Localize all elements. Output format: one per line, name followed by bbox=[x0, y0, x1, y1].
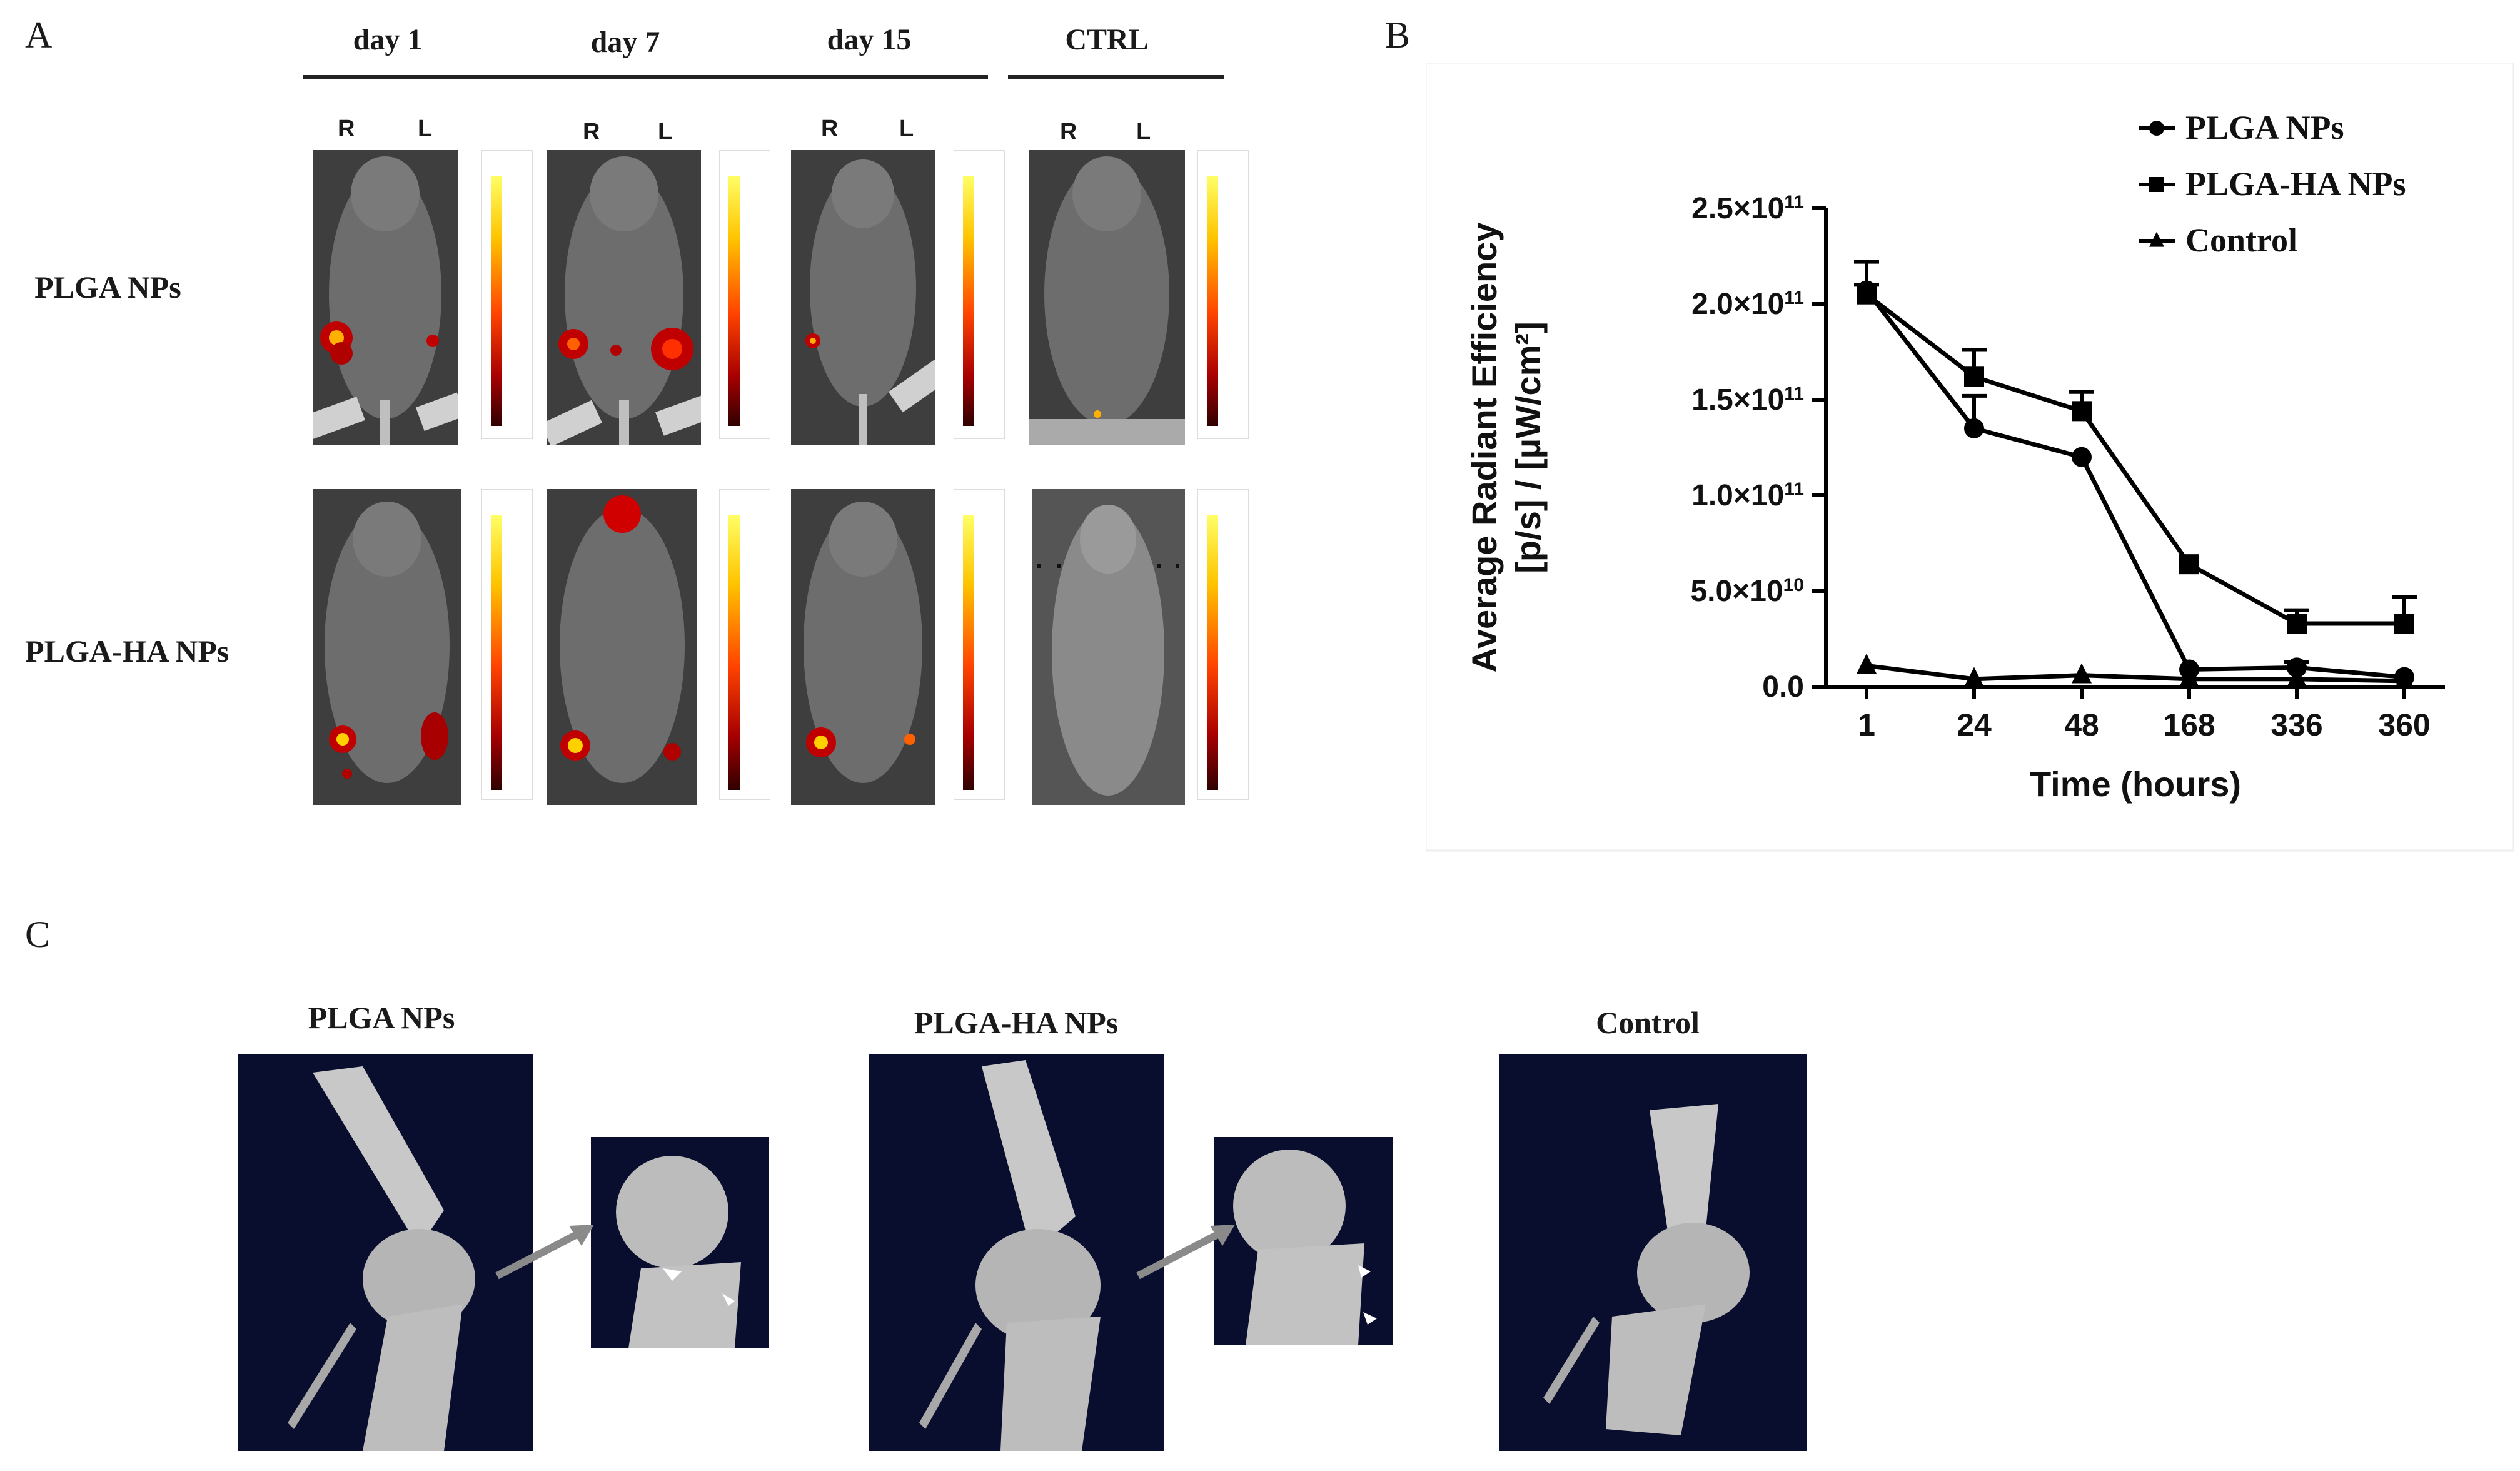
knee-bone-render bbox=[1543, 1104, 1750, 1435]
legend-marker bbox=[2149, 121, 2164, 136]
legend-label: PLGA-HA NPs bbox=[2185, 165, 2406, 203]
mouse-silhouette bbox=[1029, 150, 1185, 445]
radiant-efficiency-chart: 0.05.0×10101.0×10111.5×10112.0×10112.5×1… bbox=[1426, 63, 2514, 852]
ct-image-plga bbox=[238, 1054, 533, 1451]
data-point-marker bbox=[2394, 669, 2414, 689]
y-tick-label: 2.5×1011 bbox=[1691, 192, 1804, 226]
mouse-silhouette bbox=[791, 150, 935, 445]
y-tick-label: 0.0 bbox=[1762, 670, 1804, 704]
color-scale-bar bbox=[954, 150, 1005, 439]
side-label-l: L bbox=[899, 116, 914, 142]
mouse-silhouette bbox=[1032, 489, 1185, 805]
zoom-arrow-icon bbox=[1136, 1225, 1235, 1280]
series-line bbox=[1866, 663, 2405, 684]
x-tick-label: 1 bbox=[1858, 707, 1875, 742]
side-label-r: R bbox=[1060, 119, 1077, 145]
knee-bone-zoom bbox=[1233, 1150, 1377, 1345]
y-tick-label: 5.0×1010 bbox=[1690, 575, 1804, 609]
knee-bone-render bbox=[288, 1066, 475, 1451]
data-point-marker bbox=[1964, 418, 1984, 438]
ct-image-plga-ha bbox=[869, 1054, 1164, 1451]
column-header-ctrl: CTRL bbox=[1065, 23, 1149, 56]
data-point-marker bbox=[2072, 447, 2092, 467]
side-label-l: L bbox=[658, 119, 673, 145]
data-point-marker bbox=[1964, 366, 1984, 387]
side-label-l: L bbox=[418, 116, 433, 142]
color-scale-bar bbox=[481, 150, 533, 439]
legend-marker bbox=[2149, 231, 2164, 247]
panel-c-letter: C bbox=[25, 914, 51, 955]
timepoint-underline bbox=[303, 75, 988, 79]
white-arrowhead-icon bbox=[1363, 1312, 1377, 1325]
data-point-marker bbox=[2394, 614, 2414, 634]
data-point-marker bbox=[2072, 401, 2092, 422]
zoom-arrow-icon bbox=[495, 1225, 594, 1280]
x-tick-label: 48 bbox=[2064, 707, 2099, 742]
mouse-image-plga-ha-day7 bbox=[547, 489, 697, 805]
x-tick-label: 24 bbox=[1957, 707, 1992, 742]
color-scale-bar bbox=[1197, 489, 1249, 800]
mouse-image-plga-ha-day1 bbox=[313, 489, 461, 805]
legend-label: PLGA NPs bbox=[2185, 109, 2344, 146]
color-scale-bar bbox=[954, 489, 1005, 800]
row-label-plga: PLGA NPs bbox=[34, 270, 181, 305]
mouse-silhouette bbox=[313, 489, 461, 805]
color-scale-bar bbox=[1197, 150, 1249, 439]
legend-label: Control bbox=[2185, 221, 2297, 259]
x-axis-label: Time (hours) bbox=[2030, 764, 2241, 804]
knee-bone-render bbox=[919, 1060, 1101, 1451]
ct-zoom-plga-ha bbox=[1214, 1137, 1393, 1345]
color-scale-bar bbox=[719, 489, 770, 800]
column-header-day15: day 15 bbox=[827, 23, 912, 56]
white-arrowhead-icon bbox=[1358, 1265, 1371, 1278]
white-arrowhead-icon bbox=[722, 1293, 735, 1306]
mouse-image-plga-day15 bbox=[791, 150, 935, 445]
row-label-plga-ha: PLGA-HA NPs bbox=[25, 634, 229, 669]
panel-b-letter: B bbox=[1385, 14, 1411, 56]
x-tick-label: 168 bbox=[2163, 707, 2215, 742]
ct-zoom-plga bbox=[591, 1137, 769, 1348]
mouse-silhouette bbox=[547, 489, 697, 805]
data-point-marker bbox=[2287, 667, 2307, 687]
ct-image-control bbox=[1499, 1054, 1807, 1451]
mouse-image-ctrl-row2 bbox=[1032, 489, 1185, 805]
side-label-l: L bbox=[1136, 119, 1151, 145]
chart-frame bbox=[1426, 63, 2514, 852]
side-label-r: R bbox=[821, 116, 839, 142]
ct-label-plga: PLGA NPs bbox=[308, 1000, 455, 1035]
color-scale-bar bbox=[481, 489, 533, 800]
data-point-marker bbox=[1857, 654, 1877, 674]
ct-label-control: Control bbox=[1596, 1005, 1700, 1040]
data-point-marker bbox=[1964, 667, 1984, 687]
data-point-marker bbox=[2287, 614, 2307, 634]
side-label-r: R bbox=[338, 116, 355, 142]
mouse-silhouette bbox=[313, 150, 458, 445]
y-axis-label: [p/s] / [µW/cm²] bbox=[1508, 321, 1548, 573]
mouse-silhouette bbox=[791, 489, 935, 805]
ct-label-plga-ha: PLGA-HA NPs bbox=[914, 1005, 1119, 1040]
series-line bbox=[1865, 292, 2404, 626]
y-axis-label: Average Radiant Efficiency bbox=[1464, 223, 1504, 673]
mouse-image-plga-day7 bbox=[547, 150, 701, 445]
series-line bbox=[1865, 289, 2405, 680]
data-point-marker bbox=[1857, 284, 1877, 305]
mouse-silhouette bbox=[547, 150, 701, 445]
mouse-image-ctrl-row1 bbox=[1029, 150, 1185, 445]
ctrl-underline bbox=[1008, 75, 1224, 79]
knee-bone-zoom bbox=[616, 1156, 741, 1348]
side-label-r: R bbox=[583, 119, 600, 145]
data-point-marker bbox=[2179, 667, 2199, 687]
x-tick-label: 336 bbox=[2271, 707, 2322, 742]
color-scale-bar bbox=[719, 150, 770, 439]
x-tick-label: 360 bbox=[2378, 707, 2430, 742]
column-header-day1: day 1 bbox=[353, 23, 423, 56]
data-point-marker bbox=[2072, 663, 2092, 684]
legend-marker bbox=[2149, 177, 2164, 192]
mouse-image-plga-day1 bbox=[313, 150, 458, 445]
mouse-image-plga-ha-day15 bbox=[791, 489, 935, 805]
panel-a-letter: A bbox=[25, 14, 53, 56]
white-arrowhead-icon bbox=[663, 1268, 682, 1281]
column-header-day7: day 7 bbox=[590, 26, 660, 59]
data-point-marker bbox=[2179, 554, 2199, 575]
